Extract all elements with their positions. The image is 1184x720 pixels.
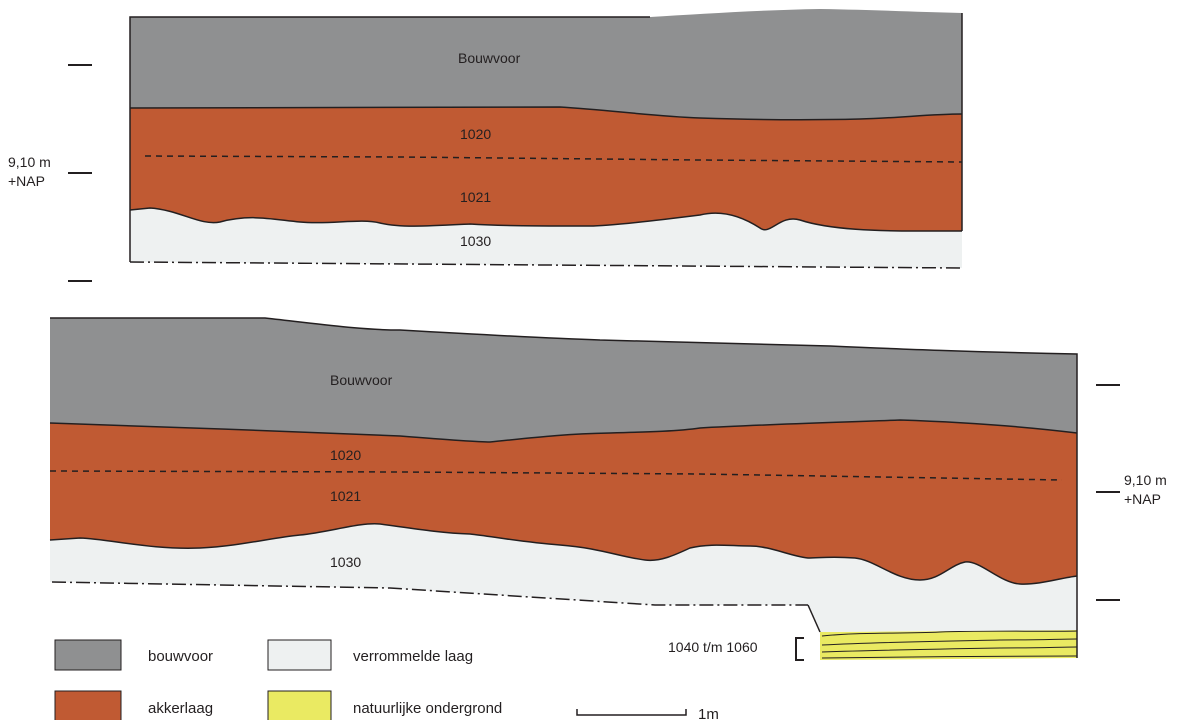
bottom-layer-bouwvoor [50,318,1077,442]
bottom-layer-akkerlaag [50,420,1077,585]
legend-label-verrommelde-laag: verrommelde laag [353,648,473,665]
top-label-1021: 1021 [460,189,491,205]
bottom-label-bouwvoor: Bouwvoor [330,372,393,388]
top-label-1030: 1030 [460,233,491,249]
scale-bar [576,709,687,716]
bottom-label-1020: 1020 [330,447,361,463]
top-label-1020: 1020 [460,126,491,142]
top-akkerlaag-boundary [129,207,962,232]
top-layer-1030 [130,208,962,268]
top-section-edges [129,13,963,262]
akkerlaag-swatch [54,690,122,720]
bottom-step-edge [807,604,821,633]
top-layer-akkerlaag [130,107,962,231]
legend: bouwvoor akkerlaag verrommelde laag natu… [54,639,719,720]
bottom-akkerlaag-boundary [49,522,1078,585]
bouwvoor-swatch [54,639,122,671]
top-nap-label-value: 9,10 m [8,154,51,170]
section-bottom: Bouwvoor 1020 1021 1030 1040 t/m 1060 9,… [49,317,1167,661]
bottom-section-edges [50,317,1078,658]
legend-label-natuurlijke-ondergrond: natuurlijke ondergrond [353,700,502,717]
top-bouwvoor-boundary [129,106,963,121]
bottom-label-1040-1060: 1040 t/m 1060 [668,639,758,655]
top-excavation-limit [129,261,963,269]
bottom-nap-label-ref: +NAP [1124,491,1161,507]
top-1020-1021-dashed-boundary [144,155,963,163]
section-top: Bouwvoor 1020 1021 1030 9,10 m +NAP [8,9,963,282]
scale-bar-label: 1m [698,706,719,720]
verrommelde-laag-swatch [267,639,332,671]
top-layer-bouwvoor [130,9,962,120]
bottom-excavation-limit [51,581,808,606]
bottom-layer-natuurlijke-ondergrond [820,630,1077,660]
bottom-1020-1021-dashed-boundary [49,470,1063,481]
bottom-natural-strata-lines [821,630,1078,659]
legend-label-bouwvoor: bouwvoor [148,648,213,665]
natuurlijke-ondergrond-swatch [267,690,332,720]
bottom-1040-1060-bracket [795,637,804,661]
bottom-label-1021: 1021 [330,488,361,504]
bottom-label-1030: 1030 [330,554,361,570]
bottom-bouwvoor-boundary [49,419,1078,443]
legend-label-akkerlaag: akkerlaag [148,700,213,717]
top-label-bouwvoor: Bouwvoor [458,50,521,66]
bottom-layer-1030 [50,523,1077,632]
bottom-nap-label-value: 9,10 m [1124,472,1167,488]
top-nap-label-ref: +NAP [8,173,45,189]
